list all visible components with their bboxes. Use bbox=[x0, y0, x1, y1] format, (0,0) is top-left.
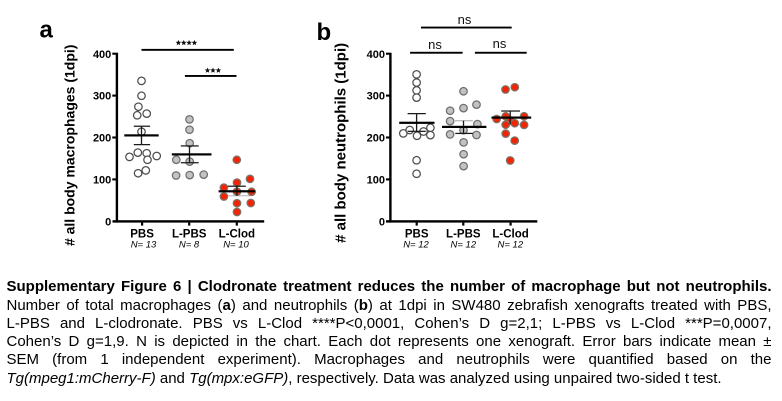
svg-text:a: a bbox=[40, 17, 54, 44]
svg-text:# all body neutrophils (1dpi): # all body neutrophils (1dpi) bbox=[333, 43, 350, 243]
svg-text:0: 0 bbox=[105, 216, 111, 228]
svg-text:N= 12: N= 12 bbox=[450, 239, 476, 250]
svg-text:N= 8: N= 8 bbox=[179, 239, 200, 250]
svg-text:ns: ns bbox=[493, 36, 507, 51]
svg-text:300: 300 bbox=[93, 91, 111, 103]
svg-text:# all body macrophages (1dpi): # all body macrophages (1dpi) bbox=[62, 45, 78, 247]
svg-text:PBS: PBS bbox=[130, 229, 154, 241]
svg-text:300: 300 bbox=[367, 91, 385, 103]
svg-text:200: 200 bbox=[93, 133, 111, 145]
svg-text:100: 100 bbox=[93, 175, 111, 187]
svg-text:N= 13: N= 13 bbox=[131, 239, 157, 250]
svg-text:N= 10: N= 10 bbox=[223, 239, 249, 250]
svg-text:ns: ns bbox=[428, 37, 442, 52]
svg-text:100: 100 bbox=[367, 175, 385, 187]
svg-text:b: b bbox=[317, 19, 332, 46]
svg-text:L-PBS: L-PBS bbox=[172, 229, 207, 241]
svg-text:N= 12: N= 12 bbox=[497, 239, 523, 250]
svg-text:L-Clod: L-Clod bbox=[219, 229, 255, 241]
svg-text:ns: ns bbox=[458, 12, 472, 27]
svg-text:L-PBS: L-PBS bbox=[446, 229, 481, 241]
svg-text:400: 400 bbox=[367, 49, 385, 61]
svg-text:L-Clod: L-Clod bbox=[492, 229, 528, 241]
svg-text:200: 200 bbox=[367, 133, 385, 145]
svg-text:0: 0 bbox=[379, 216, 385, 228]
svg-text:N= 12: N= 12 bbox=[403, 239, 429, 250]
svg-text:400: 400 bbox=[93, 49, 111, 61]
svg-text:PBS: PBS bbox=[405, 229, 429, 241]
